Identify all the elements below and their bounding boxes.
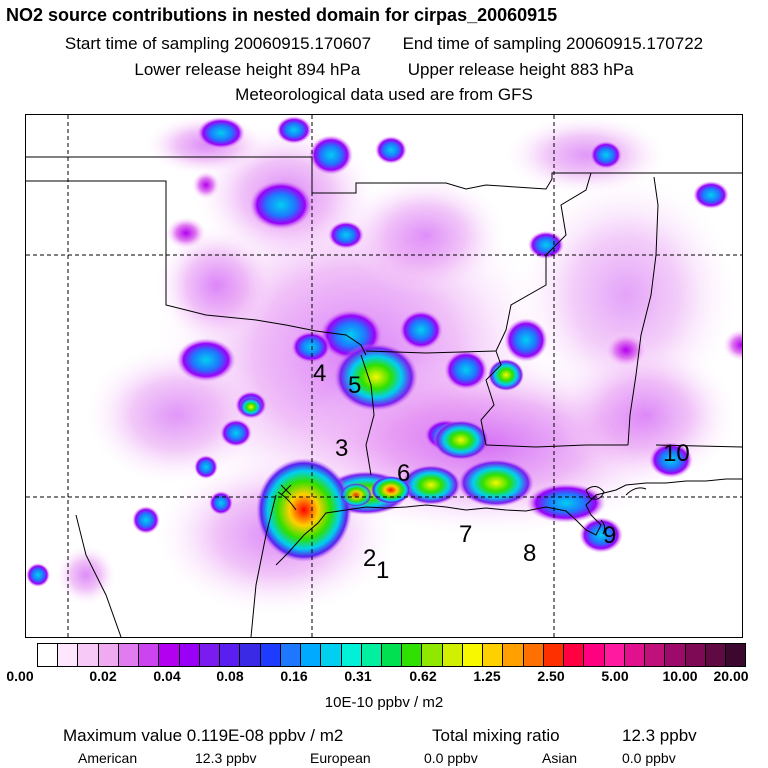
colorbar-cell [503,644,524,666]
colorbar-cell [584,644,605,666]
colorbar-cell [604,644,625,666]
colorbar-cell [58,644,79,666]
upper-release-height: Upper release height 883 hPa [407,60,634,79]
tick-label: 0.62 [409,668,437,684]
tick-label: 2.50 [537,668,565,684]
site-label: 8 [523,540,537,567]
colorbar-cell [422,644,443,666]
sampling-times: Start time of sampling 20060915.170607 E… [0,33,768,55]
site-label: 3 [335,435,349,462]
tick-label: 20.00 [713,668,749,684]
site-label: 5 [348,372,362,399]
tick-label: 0.31 [344,668,372,684]
american-value: 12.3 ppbv [195,750,257,766]
colorbar-cell [705,644,726,666]
colorbar-cell [402,644,423,666]
colorbar-cell [38,644,59,666]
colorbar-cell [665,644,686,666]
end-time: End time of sampling 20060915.170722 [402,34,704,53]
asian-label: Asian [542,750,578,766]
tick-label: 0.08 [216,668,244,684]
european-label: European [310,750,371,766]
map-title: NO2 source contributions in nested domai… [6,5,558,25]
tick-label: 0.16 [280,668,308,684]
tick-label: 0.02 [89,668,117,684]
colorbar-cell [220,644,241,666]
total-mixing-label: Total mixing ratio [432,726,560,745]
colorbar-ticks: 0.00 0.02 0.04 0.08 0.16 0.31 0.62 1.25 2.50 5.00… [0,668,768,688]
colorbar [37,643,746,667]
colorbar-cell [321,644,342,666]
asian-value: 0.0 ppbv [622,750,676,766]
colorbar-cell [280,644,302,666]
colorbar-cell [361,644,382,666]
colorbar-cell [179,644,200,666]
tick-label: 1.25 [473,668,501,684]
colorbar-cell [725,644,746,666]
colorbar-cell [624,644,646,666]
tick-label: 5.00 [601,668,629,684]
tick-label: 0.00 [6,668,34,684]
colorbar-units: 10E-10 ppbv / m2 [324,694,444,711]
colorbar-cell [645,644,666,666]
total-mixing-value: 12.3 ppbv [622,726,697,745]
colorbar-cell [260,644,281,666]
contribution-map: 1 2 3 4 5 6 7 8 9 10 [25,114,743,638]
site-label: 7 [459,521,473,548]
tick-label: 0.04 [153,668,181,684]
colorbar-cell [159,644,180,666]
start-time: Start time of sampling 20060915.170607 [64,34,372,53]
site-label: 4 [313,360,327,387]
colorbar-cell [564,644,585,666]
european-value: 0.0 ppbv [424,750,478,766]
colorbar-cell [341,644,362,666]
site-label: 10 [663,440,690,467]
colorbar-cell [483,644,504,666]
colorbar-cell [523,644,544,666]
colorbar-cell [301,644,322,666]
colorbar-cell [442,644,463,666]
lower-release-height: Lower release height 894 hPa [134,60,361,79]
colorbar-cell [199,644,221,666]
tick-label: 10.00 [662,668,698,684]
site-label: 1 [376,557,390,584]
american-label: American [78,750,138,766]
colorbar-cell [118,644,140,666]
colorbar-cell [98,644,119,666]
site-label: 9 [603,522,617,549]
site-label: 2 [363,545,377,572]
colorbar-cell [139,644,160,666]
coastline [275,478,742,566]
map-canvas [26,115,742,637]
site-label: 6 [397,460,411,487]
release-heights: Lower release height 894 hPa Upper relea… [0,59,768,81]
colorbar-cell [543,644,565,666]
colorbar-cell [381,644,403,666]
state-boundaries [26,156,742,637]
colorbar-cell [685,644,706,666]
met-data-note: Meteorological data used are from GFS [235,85,533,104]
colorbar-cell [462,644,484,666]
lat-lon-grid [26,115,742,637]
colorbar-cell [78,644,99,666]
cool-patches [26,116,742,587]
colorbar-cell [240,644,261,666]
max-value: Maximum value 0.119E-08 ppbv / m2 [63,726,344,745]
